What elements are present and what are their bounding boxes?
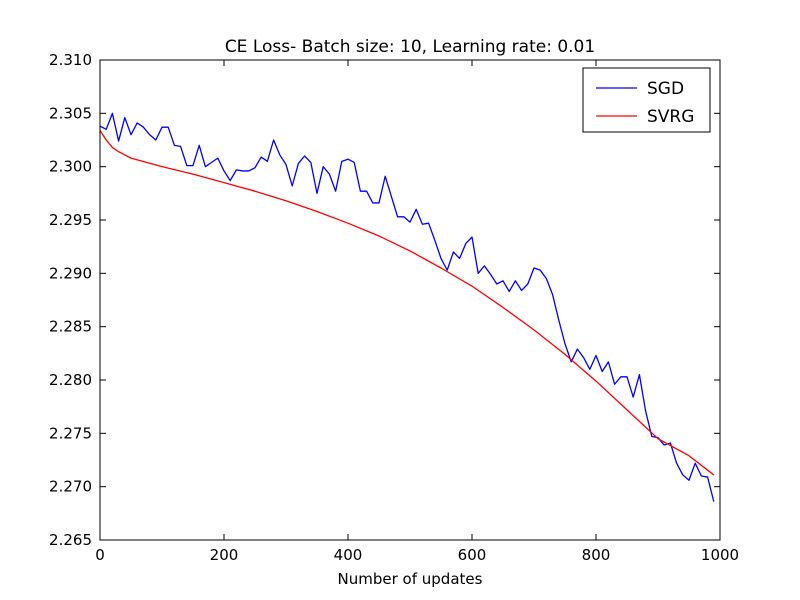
legend-box xyxy=(582,67,711,133)
plot-frame xyxy=(99,59,721,541)
legend: SGD SVRG xyxy=(582,67,711,133)
x-tick-label: 0 xyxy=(95,546,105,564)
legend-label-svrg: SVRG xyxy=(647,107,694,127)
series-layer xyxy=(99,112,715,502)
y-axis: 2.265 2.270 2.275 2.280 2.285 2.290 2.295 2.300… xyxy=(49,51,720,549)
y-tick-label: 2.275 xyxy=(49,424,92,442)
legend-label-sgd: SGD xyxy=(647,79,684,99)
x-tick-label: 1000 xyxy=(701,546,739,564)
x-axis-label: Number of updates xyxy=(338,570,483,588)
y-tick-label: 2.265 xyxy=(49,531,92,549)
x-axis: 0 200 400 600 800 1000 xyxy=(95,60,739,564)
x-tick-label: 400 xyxy=(334,546,363,564)
y-tick-label: 2.295 xyxy=(49,211,92,229)
series-line-sgd xyxy=(99,112,715,502)
y-tick-label: 2.305 xyxy=(49,104,92,122)
y-tick-label: 2.300 xyxy=(49,158,92,176)
chart-title: CE Loss- Batch size: 10, Learning rate: … xyxy=(225,37,595,57)
y-tick-label: 2.285 xyxy=(49,318,92,336)
x-tick-label: 600 xyxy=(458,546,487,564)
y-tick-label: 2.310 xyxy=(49,51,92,69)
x-tick-label: 800 xyxy=(582,546,611,564)
y-tick-label: 2.290 xyxy=(49,264,92,282)
y-tick-label: 2.270 xyxy=(49,478,92,496)
series-line-svrg xyxy=(99,130,715,476)
x-tick-label: 200 xyxy=(210,546,239,564)
y-tick-label: 2.280 xyxy=(49,371,92,389)
